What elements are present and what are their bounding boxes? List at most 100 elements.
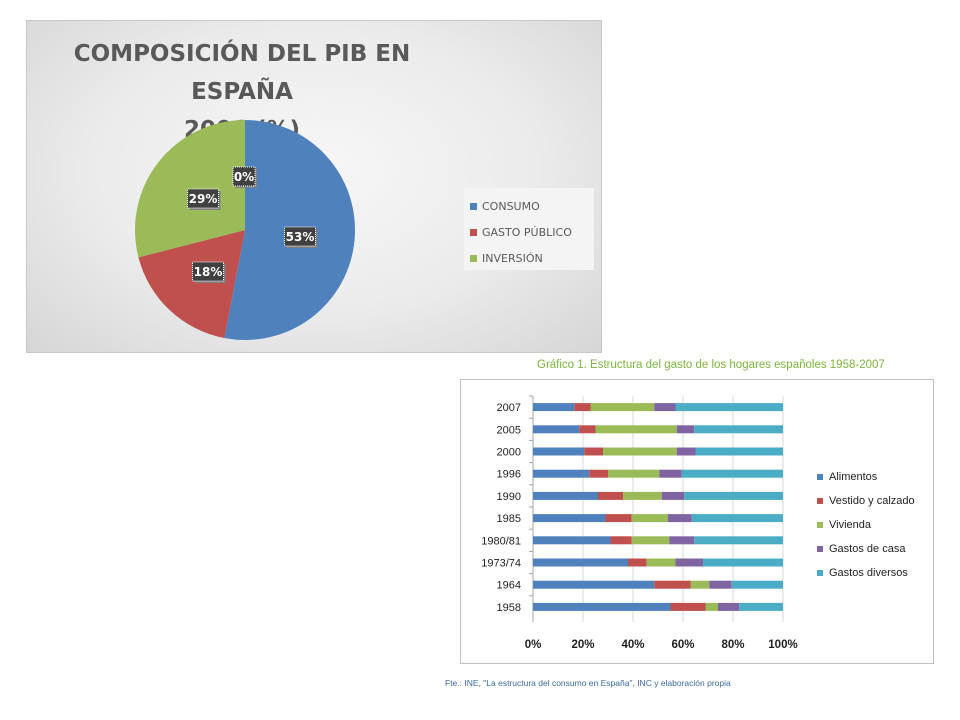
bar-legend-swatch bbox=[817, 474, 823, 480]
bar-category-label: 1996 bbox=[497, 469, 521, 481]
pie-legend-label: INVERSIÓN bbox=[482, 251, 543, 265]
bar-segment bbox=[705, 602, 718, 611]
bar-x-tick-label: 0% bbox=[525, 639, 542, 651]
bar-segment bbox=[608, 469, 660, 478]
pie-legend-swatch bbox=[470, 228, 477, 236]
bar-legend-label: Gastos diversos bbox=[829, 567, 908, 579]
bar-chart-frame: 0% 20% 40% 60% 80% 100% 2007 2005 2000 1996 1990 19… bbox=[460, 379, 934, 664]
bar-segment bbox=[590, 403, 655, 412]
bar-category-label: 1973/74 bbox=[481, 558, 521, 570]
bar-legend-swatch bbox=[817, 522, 823, 528]
bar-segment bbox=[695, 447, 783, 456]
bar-chart-title: Gráfico 1. Estructura del gasto de los h… bbox=[537, 359, 885, 371]
bar-segment bbox=[703, 558, 783, 567]
bar-category-label: 2007 bbox=[497, 402, 521, 414]
pie-legend-item: INVERSIÓN bbox=[470, 245, 594, 271]
bar-chart-canvas: 0% 20% 40% 60% 80% 100% 2007 2005 2000 1996 1990 19… bbox=[481, 395, 798, 651]
bar-segment bbox=[533, 602, 671, 611]
bar-segment bbox=[694, 536, 783, 545]
bar-segment bbox=[646, 558, 676, 567]
bar-segment bbox=[676, 425, 695, 434]
pie-data-label-text: 29% bbox=[189, 192, 218, 206]
bar-segment bbox=[631, 514, 668, 523]
pie-label-box bbox=[192, 261, 224, 282]
bar-category-label: 1964 bbox=[497, 580, 521, 592]
bar-segment bbox=[690, 580, 710, 589]
pie-legend-swatch bbox=[470, 202, 477, 210]
bar-legend-item: Gastos de casa bbox=[817, 537, 929, 561]
bar-category-label: 2005 bbox=[497, 424, 521, 436]
bar-segment bbox=[676, 447, 696, 456]
pie-chart-canvas: 53% 18% 29% 0% bbox=[135, 120, 355, 340]
bar-segment bbox=[668, 514, 692, 523]
bar-segment bbox=[694, 425, 783, 434]
bar-segment bbox=[675, 403, 783, 412]
bar-x-tick-label: 80% bbox=[721, 639, 744, 651]
pie-chart-title: COMPOSICIÓN DEL PIB EN ESPAÑA 2006 (%) bbox=[67, 35, 417, 149]
bar-category-label: 2000 bbox=[497, 447, 521, 459]
bar-segment bbox=[533, 491, 598, 500]
bar-segment bbox=[589, 469, 608, 478]
bar-segment bbox=[533, 447, 585, 456]
bar-x-tick-label: 100% bbox=[768, 639, 797, 651]
bar-segment bbox=[675, 558, 703, 567]
pie-data-label: 18% bbox=[192, 261, 226, 283]
bar-segment bbox=[533, 514, 606, 523]
pie-data-label: 53% bbox=[284, 226, 318, 248]
pie-label-box bbox=[187, 188, 219, 209]
pie-data-label: 0% bbox=[232, 166, 257, 188]
bar-segment bbox=[595, 425, 677, 434]
bar-segment bbox=[605, 514, 632, 523]
bar-segment bbox=[623, 491, 662, 500]
bar-x-tick-label: 20% bbox=[571, 639, 594, 651]
bar-segment bbox=[603, 447, 677, 456]
bar-chart-source: Fte.: INE, "La estructura del consumo en… bbox=[445, 678, 731, 688]
bar-chart-legend: Alimentos Vestido y calzado Vivienda Gastos… bbox=[817, 465, 929, 585]
bar-segment bbox=[691, 514, 783, 523]
bar-segment bbox=[659, 469, 682, 478]
pie-chart-legend: CONSUMO GASTO PÚBLICO INVERSIÓN bbox=[464, 188, 594, 270]
bar-legend-swatch bbox=[817, 570, 823, 576]
pie-legend-item: GASTO PÚBLICO bbox=[470, 219, 594, 245]
bar-x-tick-label: 60% bbox=[671, 639, 694, 651]
pie-chart-panel: COMPOSICIÓN DEL PIB EN ESPAÑA 2006 (%) 5… bbox=[26, 20, 602, 353]
pie-data-label-text: 18% bbox=[194, 265, 223, 279]
bar-legend-label: Alimentos bbox=[829, 471, 878, 483]
bar-legend-item: Alimentos bbox=[817, 465, 929, 489]
bar-segment bbox=[584, 447, 603, 456]
bar-segment bbox=[574, 403, 591, 412]
pie-legend-item: CONSUMO bbox=[470, 193, 594, 219]
bar-segment bbox=[579, 425, 596, 434]
bar-segment bbox=[598, 491, 623, 500]
bar-segment bbox=[709, 580, 732, 589]
bar-legend-item: Vivienda bbox=[817, 513, 929, 537]
bar-segment bbox=[731, 580, 783, 589]
bar-legend-swatch bbox=[817, 546, 823, 552]
pie-legend-swatch bbox=[470, 254, 477, 262]
bar-category-label: 1958 bbox=[497, 602, 521, 614]
bar-legend-item: Vestido y calzado bbox=[817, 489, 929, 513]
bar-segment bbox=[684, 491, 783, 500]
bar-segment bbox=[739, 602, 783, 611]
bar-legend-label: Vestido y calzado bbox=[829, 495, 915, 507]
bar-segment bbox=[533, 403, 575, 412]
bar-category-label: 1980/81 bbox=[481, 535, 521, 547]
pie-legend-label: GASTO PÚBLICO bbox=[482, 225, 572, 239]
bar-segment bbox=[631, 536, 670, 545]
bar-segment bbox=[654, 403, 676, 412]
bar-category-label: 1990 bbox=[497, 491, 521, 503]
bar-category-label: 1985 bbox=[497, 513, 521, 525]
bar-x-tick-label: 40% bbox=[621, 639, 644, 651]
bar-segment bbox=[533, 425, 580, 434]
pie-title-line-1: COMPOSICIÓN DEL PIB EN ESPAÑA bbox=[73, 41, 411, 105]
bar-segment bbox=[654, 580, 691, 589]
bar-legend-label: Gastos de casa bbox=[829, 543, 906, 555]
bar-segment bbox=[628, 558, 647, 567]
bar-segment bbox=[533, 469, 590, 478]
pie-label-box bbox=[284, 226, 316, 247]
pie-slice bbox=[138, 230, 245, 339]
bar-segment bbox=[533, 580, 655, 589]
bar-legend-label: Vivienda bbox=[829, 519, 871, 531]
bar-segment bbox=[610, 536, 632, 545]
pie-legend-label: CONSUMO bbox=[482, 199, 540, 213]
